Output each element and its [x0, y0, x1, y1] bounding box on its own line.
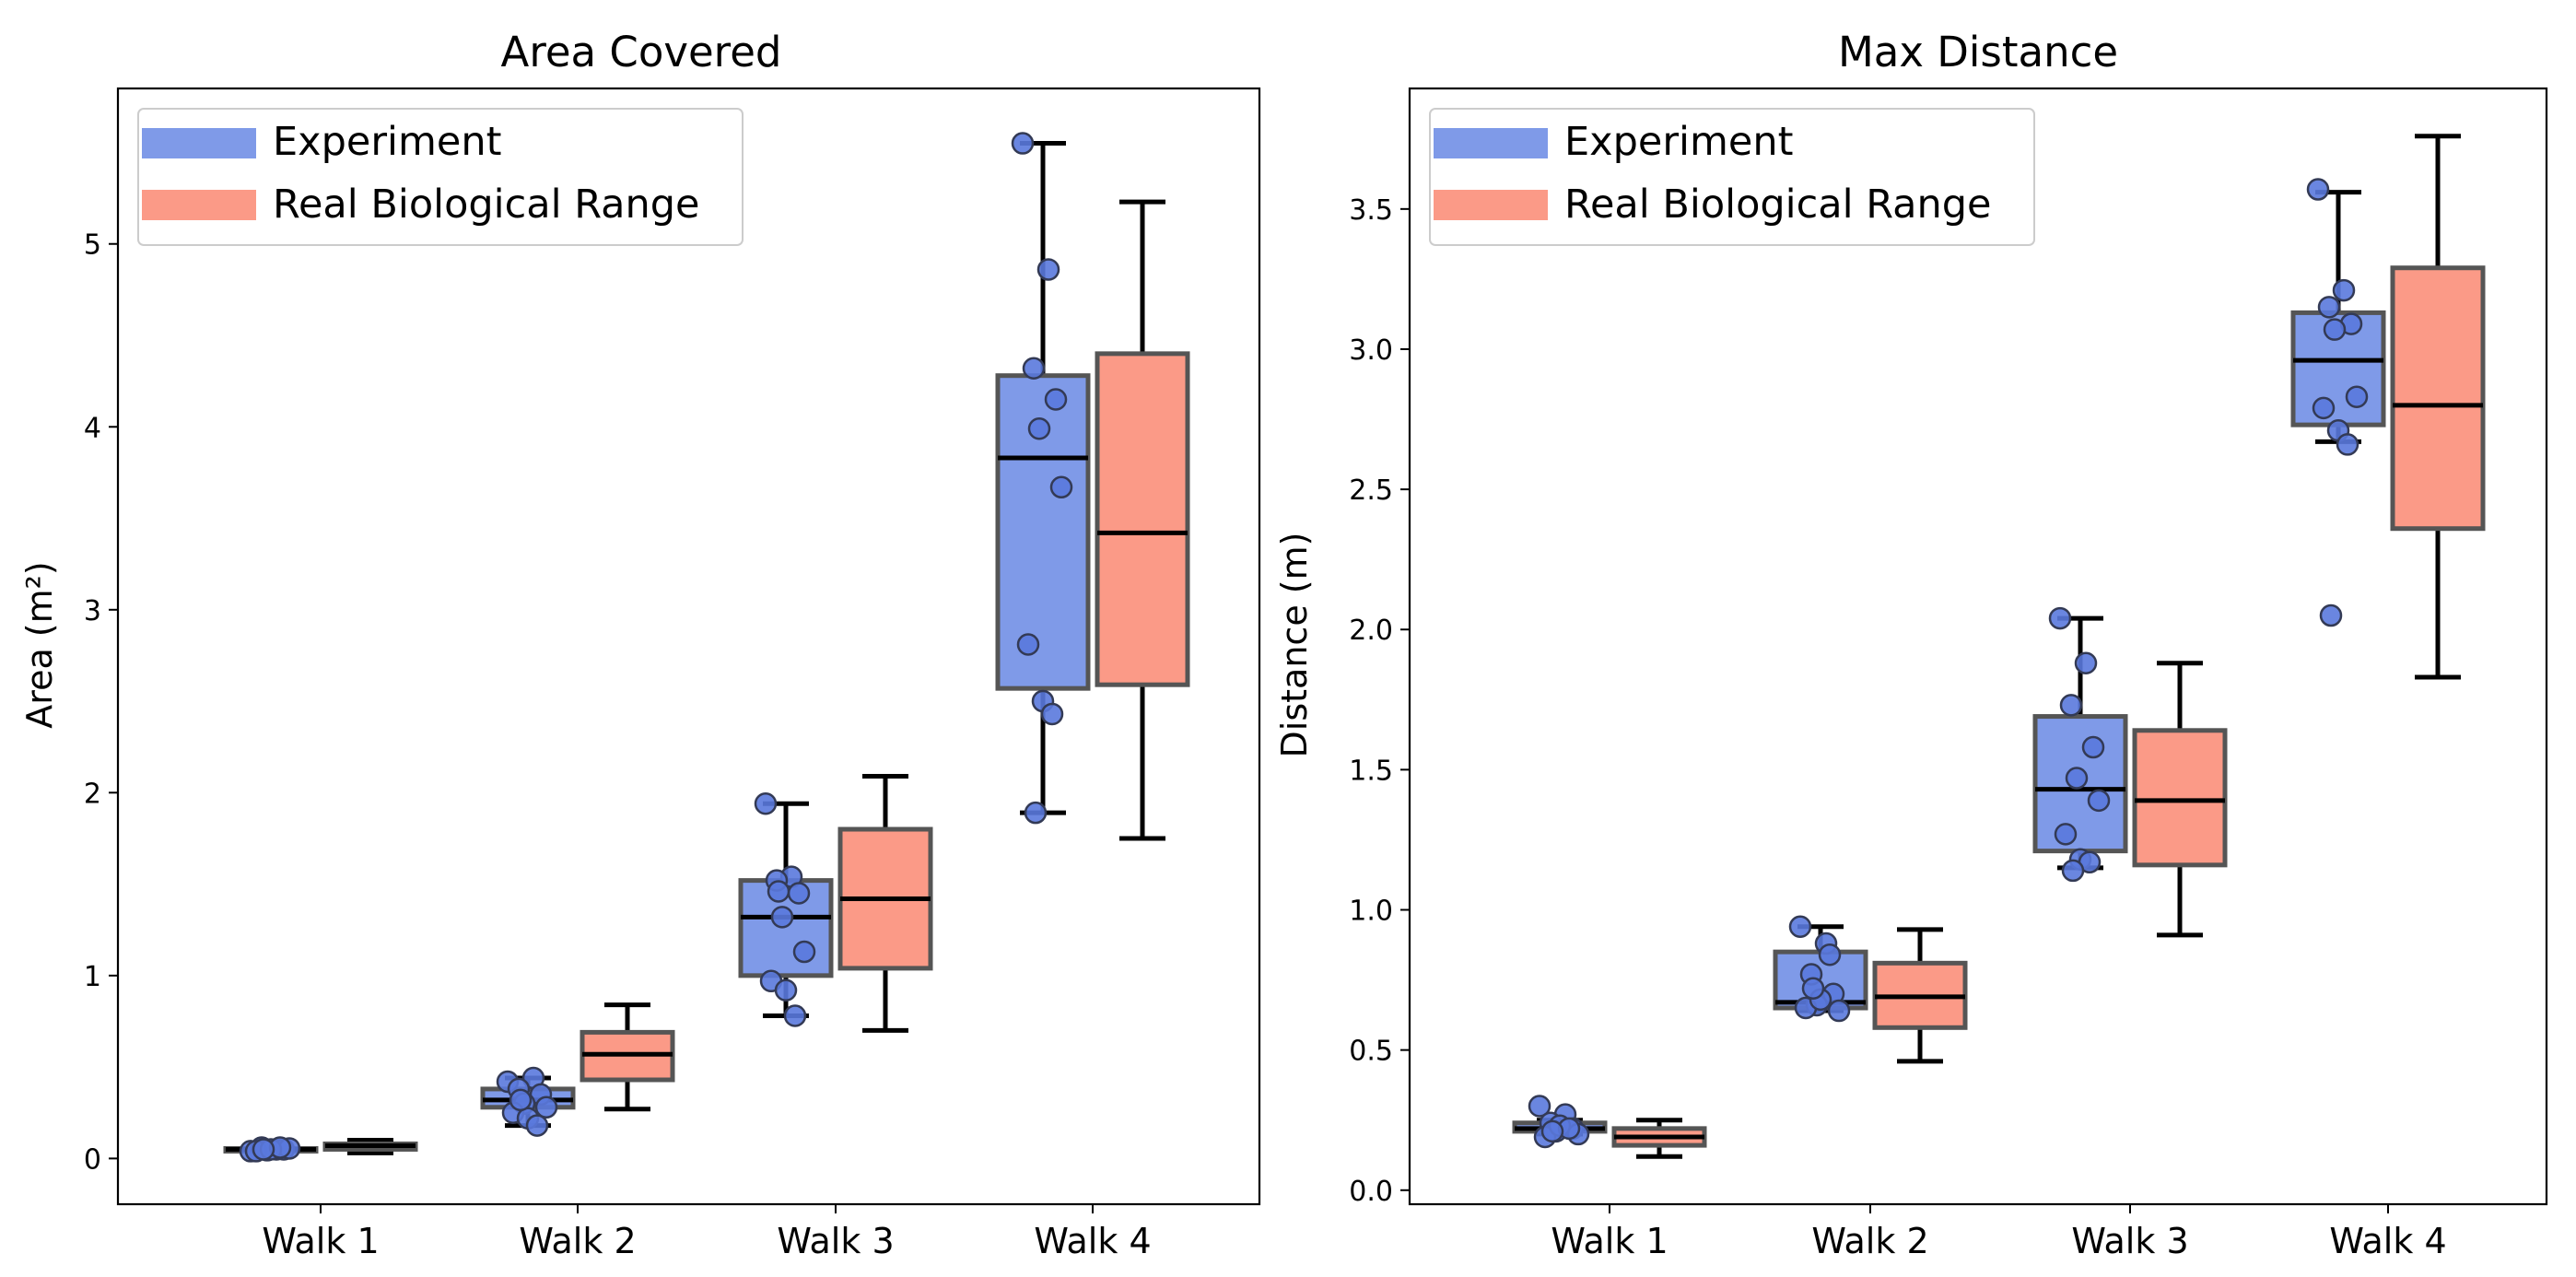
legend-experiment-label: Experiment	[1564, 119, 1793, 165]
y-tick-label: 3	[84, 595, 101, 627]
y-tick-label: 5	[84, 229, 101, 262]
area-covered-marks: 0 1 2 3 4 5 Walk 1 Walk 2 Walk 3 Walk 4	[84, 132, 1190, 1261]
real-box	[2390, 265, 2486, 532]
max-distance-title: Max Distance	[1838, 28, 2118, 76]
x-tick-label: Walk 2	[519, 1221, 636, 1261]
area-covered-panel: Area Covered Area (m²) 0 1 2 3 4 5 Walk 1 Walk …	[19, 28, 1261, 1261]
experiment-point	[2087, 789, 2111, 813]
area-covered-title: Area Covered	[501, 28, 782, 76]
y-tick-label: 2	[84, 778, 101, 810]
experiment-point	[2317, 296, 2341, 319]
legend-experiment-swatch	[142, 128, 256, 158]
experiment-point	[774, 978, 798, 1002]
experiment-point	[1528, 1095, 1551, 1118]
experiment-point	[2059, 694, 2083, 717]
y-tick-label: 3.0	[1349, 334, 1393, 367]
experiment-point	[1024, 801, 1048, 825]
legend-real-label: Real Biological Range	[1564, 182, 1992, 228]
experiment-point	[1044, 388, 1068, 411]
experiment-point	[1540, 1119, 1564, 1143]
legend-experiment-swatch	[1434, 128, 1548, 158]
experiment-point	[2074, 651, 2098, 675]
area-covered-frame	[116, 87, 1261, 1206]
legend-real-swatch	[142, 190, 256, 220]
experiment-point	[1011, 132, 1035, 155]
experiment-point	[1818, 943, 1842, 967]
x-tick-label: Walk 2	[1811, 1221, 1928, 1261]
experiment-point	[2336, 433, 2359, 456]
experiment-point	[783, 1004, 807, 1027]
experiment-point	[1022, 357, 1046, 380]
experiment-point	[2345, 385, 2369, 408]
experiment-point	[2332, 278, 2356, 302]
experiment-point	[2319, 603, 2343, 627]
legend-box	[137, 108, 744, 246]
real-box	[2132, 728, 2228, 868]
max-distance-marks: 0.0 0.5 1.0 1.5 2.0 2.5 3.0 3.5 Walk 1 Walk 2 Walk…	[1349, 134, 2486, 1261]
y-tick-label: 4	[84, 412, 101, 444]
experiment-point	[2054, 823, 2078, 846]
experiment-point	[770, 906, 794, 929]
x-tick-label: Walk 4	[1034, 1221, 1151, 1261]
y-tick-label: 1.5	[1349, 755, 1393, 787]
experiment-point	[1827, 999, 1851, 1023]
y-tick-label: 0	[84, 1143, 101, 1176]
legend-experiment-label: Experiment	[273, 119, 501, 165]
legend-real-swatch	[1434, 190, 1548, 220]
experiment-point	[2048, 606, 2072, 630]
legend-real-label: Real Biological Range	[273, 182, 700, 228]
area-covered-ylabel: Area (m²)	[19, 561, 60, 728]
experiment-point	[1027, 417, 1051, 440]
max-distance-legend: Experiment Real Biological Range	[1429, 108, 2035, 246]
experiment-point	[2312, 396, 2336, 420]
experiment-point	[252, 1138, 275, 1161]
max-distance-panel: Max Distance Distance (m) 0.0 0.5 1.0 1.5 2.…	[1274, 28, 2548, 1261]
area-covered-legend: Experiment Real Biological Range	[137, 108, 744, 246]
x-tick-label: Walk 3	[2071, 1221, 2188, 1261]
x-tick-label: Walk 1	[1551, 1221, 1668, 1261]
experiment-point	[787, 882, 811, 905]
experiment-point	[2061, 859, 2085, 883]
experiment-point	[767, 880, 790, 903]
experiment-point	[1036, 258, 1060, 281]
y-tick-label: 0.0	[1349, 1176, 1393, 1208]
experiment-point	[2323, 318, 2347, 341]
experiment-point	[534, 1095, 558, 1119]
legend-box	[1429, 108, 2035, 246]
experiment-point	[2306, 178, 2330, 201]
experiment-point	[1016, 633, 1040, 656]
x-tick-label: Walk 4	[2329, 1221, 2446, 1261]
y-tick-label: 3.5	[1349, 194, 1393, 227]
experiment-point	[2081, 735, 2105, 759]
experiment-point	[754, 791, 778, 815]
x-tick-label: Walk 1	[262, 1221, 379, 1261]
y-tick-label: 1	[84, 961, 101, 993]
max-distance-ylabel: Distance (m)	[1274, 533, 1315, 758]
experiment-point	[792, 940, 816, 964]
real-box	[1095, 351, 1190, 687]
experiment-point	[1049, 475, 1073, 499]
experiment-point	[1040, 702, 1064, 726]
experiment-point	[509, 1088, 533, 1112]
experiment-point	[1788, 915, 1812, 939]
x-tick-label: Walk 3	[777, 1221, 894, 1261]
y-tick-label: 2.0	[1349, 615, 1393, 647]
max-distance-frame	[1408, 87, 2548, 1206]
experiment-point	[2065, 767, 2089, 790]
experiment-point	[525, 1114, 549, 1137]
y-tick-label: 2.5	[1349, 474, 1393, 507]
y-tick-label: 1.0	[1349, 896, 1393, 928]
y-tick-label: 0.5	[1349, 1036, 1393, 1068]
experiment-point	[1801, 977, 1825, 1000]
